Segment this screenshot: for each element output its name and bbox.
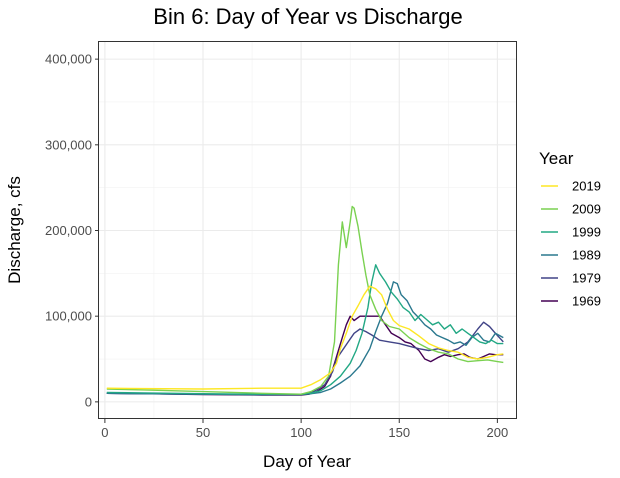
x-tick-label: 50 [196, 425, 210, 440]
x-tick-label: 0 [101, 425, 108, 440]
legend-label-2009: 2009 [572, 202, 601, 217]
x-axis-ticks: 0 50 100 150 200 [101, 419, 508, 440]
y-axis-title: Discharge, cfs [5, 176, 24, 284]
y-tick-label: 200,000 [45, 223, 92, 238]
y-tick-label: 0 [85, 394, 92, 409]
series-line-2009 [106, 205, 504, 395]
x-tick-label: 150 [388, 425, 410, 440]
legend: Year 2019 2009 1999 1989 1979 1969 [539, 149, 601, 309]
y-tick-label: 400,000 [45, 52, 92, 67]
series-line-1989 [106, 281, 504, 396]
y-tick-label: 300,000 [45, 137, 92, 152]
series-line-1979 [106, 321, 504, 396]
plot-lines [106, 205, 504, 396]
x-tick-label: 100 [290, 425, 312, 440]
legend-title: Year [539, 149, 574, 168]
x-axis-title: Day of Year [263, 452, 351, 471]
y-axis-ticks: 0 100,000 200,000 300,000 400,000 [45, 52, 99, 409]
series-line-1999 [106, 264, 504, 395]
x-tick-label: 200 [487, 425, 509, 440]
legend-label-1969: 1969 [572, 294, 601, 309]
legend-label-1979: 1979 [572, 271, 601, 286]
chart-title: Bin 6: Day of Year vs Discharge [153, 4, 462, 29]
y-tick-label: 100,000 [45, 309, 92, 324]
legend-label-2019: 2019 [572, 179, 601, 194]
plot-grid [99, 42, 517, 419]
legend-label-1999: 1999 [572, 225, 601, 240]
series-line-2019 [106, 285, 504, 390]
legend-label-1989: 1989 [572, 248, 601, 263]
